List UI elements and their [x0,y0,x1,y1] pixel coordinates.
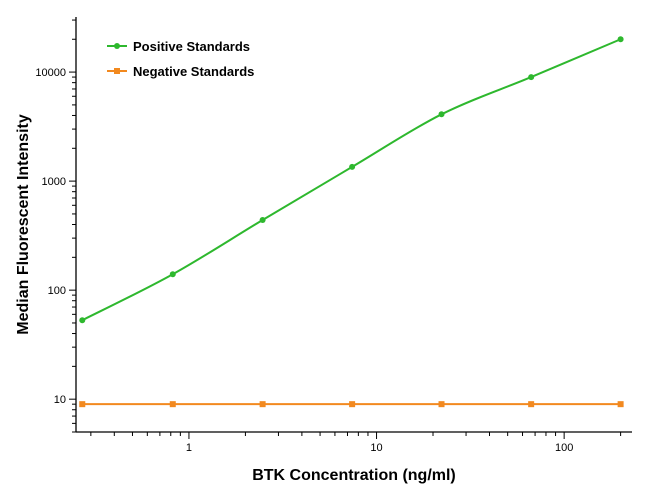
series-line [81,38,622,322]
axes [75,17,632,433]
data-point [438,401,445,408]
legend-marker [114,43,120,49]
data-point [259,401,266,408]
data-point [79,401,86,408]
data-point [169,271,176,278]
series-layer [79,36,624,408]
data-point [349,163,356,170]
data-point [617,401,624,408]
y-axis-title: Median Fluorescent Intensity [15,114,32,335]
y-tick-label: 1000 [42,176,66,188]
x-tick-label: 1 [186,442,192,454]
legend-marker [114,68,120,74]
data-point [528,74,535,81]
x-tick-label: 100 [555,442,573,454]
data-point [528,401,535,408]
y-tick-label: 10 [54,394,66,406]
legend: Positive Standards Negative Standards [107,39,254,79]
x-tick-label: 10 [370,442,382,454]
data-point [349,401,356,408]
series-2 [79,401,624,408]
y-tick-label: 10000 [35,67,66,79]
data-point [169,401,176,408]
y-axis-ticks: 10 100 1000 10000 [35,19,76,433]
series-1 [79,36,624,324]
legend-label: Positive Standards [133,39,250,54]
data-point [259,216,266,223]
legend-item: Positive Standards [107,39,250,54]
data-point [79,317,86,324]
data-point [617,36,624,43]
x-axis-title: BTK Concentration (ng/ml) [252,467,456,484]
x-axis-ticks: 1 10 100 [90,432,622,454]
legend-label: Negative Standards [133,64,254,79]
data-point [438,111,445,118]
y-tick-label: 100 [48,285,66,297]
legend-item: Negative Standards [107,64,254,79]
